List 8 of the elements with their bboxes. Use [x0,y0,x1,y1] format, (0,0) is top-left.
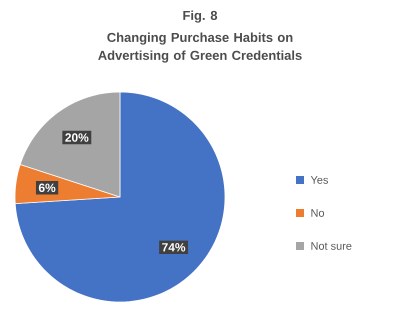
chart-title: Fig. 8 [183,10,218,23]
legend-label: Not sure [311,242,352,250]
legend-label: Yes [310,176,328,184]
chart-subtitle: Changing Purchase Habits on Advertising of Green Credentials [98,32,302,63]
legend-label: No [311,209,324,217]
data-label: 20% [65,133,88,142]
data-label: 74% [162,243,186,252]
data-label: 6% [38,184,56,192]
